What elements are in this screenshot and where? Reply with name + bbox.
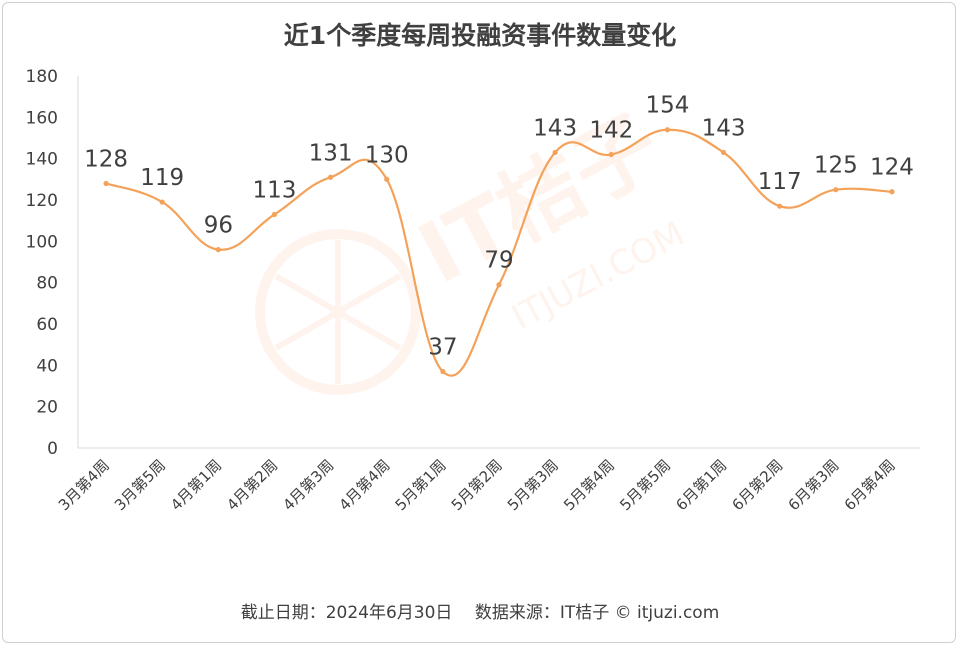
data-label: 143: [702, 115, 746, 141]
x-tick-label: 3月第5周: [111, 456, 169, 514]
data-point: [889, 189, 895, 195]
data-point: [552, 149, 558, 156]
chart-title: 近1个季度每周投融资事件数量变化: [283, 21, 677, 50]
y-tick-label: 100: [26, 232, 58, 252]
data-label: 125: [814, 153, 858, 179]
data-point: [384, 176, 390, 182]
x-tick-label: 6月第2周: [728, 456, 786, 514]
data-point: [159, 199, 165, 205]
data-label: 128: [84, 146, 128, 172]
x-tick-label: 5月第1周: [392, 456, 450, 514]
x-tick-label: 6月第3周: [785, 456, 843, 514]
x-tick-label: 4月第3周: [279, 456, 337, 514]
data-label: 143: [533, 115, 577, 141]
y-tick-label: 180: [26, 67, 58, 87]
data-label: 124: [870, 155, 914, 181]
data-label: 113: [253, 177, 297, 203]
data-point: [777, 203, 783, 209]
x-tick-label: 6月第4周: [841, 456, 899, 514]
y-tick-label: 0: [47, 439, 58, 459]
data-point: [271, 211, 278, 218]
data-point: [833, 187, 839, 193]
data-point: [720, 149, 727, 156]
x-tick-label: 3月第4周: [55, 456, 113, 514]
y-tick-label: 20: [36, 398, 58, 418]
data-point: [103, 180, 109, 187]
data-label: 117: [758, 169, 802, 195]
x-tick-label: 4月第4周: [336, 456, 394, 514]
data-label: 96: [204, 213, 233, 239]
x-tick-label: 5月第4周: [560, 456, 618, 514]
series-line: [105, 128, 892, 377]
data-point: [608, 151, 614, 158]
data-point: [328, 174, 334, 180]
x-tick-label: 6月第1周: [672, 456, 730, 514]
x-tick-label: 5月第3周: [504, 456, 562, 514]
data-label: 131: [309, 140, 353, 166]
y-tick-label: 60: [36, 315, 58, 335]
x-tick-label: 4月第2周: [223, 456, 281, 514]
data-point: [664, 127, 671, 133]
x-tick-label: 5月第2周: [448, 456, 506, 514]
x-tick-label: 5月第5周: [616, 456, 674, 514]
data-label: 154: [645, 93, 689, 119]
y-tick-label: 160: [26, 108, 58, 128]
data-label: 119: [140, 165, 184, 191]
data-label: 37: [428, 335, 457, 361]
x-tick-label: 4月第1周: [167, 456, 225, 514]
data-point: [496, 282, 502, 288]
data-point: [215, 247, 221, 253]
data-point: [440, 368, 446, 375]
data-label: 79: [484, 248, 513, 274]
y-tick-label: 40: [36, 356, 58, 376]
data-label: 142: [589, 118, 633, 144]
y-tick-label: 120: [26, 191, 58, 211]
data-label: 130: [365, 142, 409, 168]
y-tick-label: 80: [36, 274, 58, 294]
source-footnote: 截止日期：2024年6月30日 数据来源：IT桔子 © itjuzi.com: [240, 603, 720, 623]
y-tick-label: 140: [26, 150, 58, 170]
